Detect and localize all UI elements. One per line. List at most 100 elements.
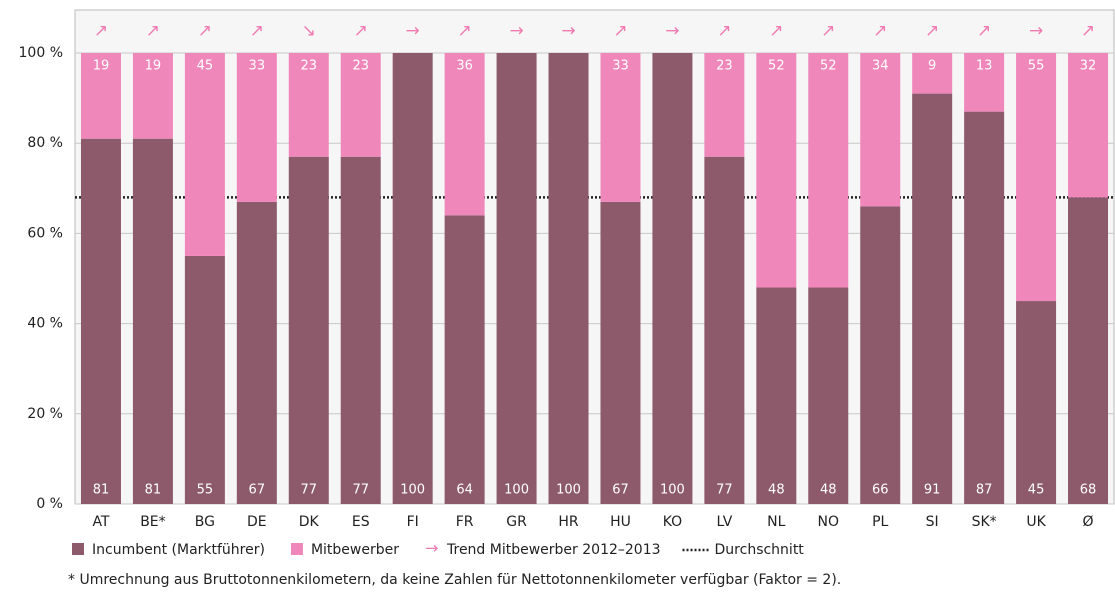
legend-label: Trend Mitbewerber 2012–2013 [446, 542, 661, 558]
x-tick-label: LV [716, 514, 732, 530]
trend-arrow: ↗ [613, 21, 627, 41]
trend-arrow: ↗ [198, 21, 212, 41]
bar-segment [860, 206, 901, 504]
bar-segment [288, 156, 329, 505]
bar-segment [496, 53, 537, 504]
value-label: 45 [1028, 483, 1045, 498]
value-label: 64 [456, 483, 473, 498]
x-tick-label: FR [456, 514, 474, 530]
x-tick-label: HU [610, 514, 631, 530]
value-label: 81 [93, 483, 110, 498]
value-label: 32 [1080, 59, 1097, 74]
bar-segment [704, 156, 745, 505]
value-label: 52 [820, 59, 837, 74]
value-label: 52 [768, 59, 785, 74]
bar-segment [132, 53, 173, 139]
value-label: 100 [504, 483, 529, 498]
x-tick-label: GR [506, 514, 527, 530]
value-label: 66 [872, 483, 889, 498]
x-tick-label: BE* [140, 514, 165, 530]
bar-segment [860, 53, 901, 207]
legend-label: Incumbent (Marktführer) [92, 542, 265, 558]
value-label: 33 [249, 59, 266, 74]
bar-segment [1068, 53, 1109, 198]
value-label: 19 [145, 59, 162, 74]
value-label: 77 [716, 483, 733, 498]
bar-segment [808, 287, 849, 504]
x-tick-label: SI [926, 514, 939, 530]
bar-segment [80, 138, 121, 504]
value-label: 23 [301, 59, 318, 74]
bar-segment [756, 53, 797, 288]
bar-segment [340, 156, 381, 505]
trend-arrow: ↗ [769, 21, 783, 41]
legend-swatch [72, 543, 84, 555]
value-label: 68 [1080, 483, 1097, 498]
bar-segment [340, 53, 381, 157]
bar-segment [652, 53, 693, 504]
value-label: 100 [556, 483, 581, 498]
trend-arrow: ↗ [94, 21, 108, 41]
value-label: 77 [352, 483, 369, 498]
x-tick-label: Ø [1083, 514, 1094, 530]
bar-segment [964, 111, 1005, 504]
bar-segment [288, 53, 329, 157]
value-label: 87 [976, 483, 993, 498]
bar-segment [444, 53, 485, 216]
trend-arrow: → [509, 21, 523, 41]
bar-segment [1068, 197, 1109, 504]
x-tick-label: NL [767, 514, 785, 530]
bar-segment [132, 138, 173, 504]
trend-arrow: ↗ [977, 21, 991, 41]
x-tick-label: DK [299, 514, 320, 530]
legend-label: Durchschnitt [715, 542, 805, 558]
y-tick-label: 0 % [36, 496, 63, 512]
x-tick-label: KO [663, 514, 682, 530]
x-tick-label: HR [558, 514, 579, 530]
value-label: 67 [249, 483, 266, 498]
trend-arrow: ↗ [354, 21, 368, 41]
bar-segment [704, 53, 745, 157]
y-tick-label: 80 % [27, 135, 63, 151]
value-label: 33 [612, 59, 629, 74]
y-tick-label: 60 % [27, 225, 63, 241]
trend-arrow: ↗ [146, 21, 160, 41]
bar-segment [392, 53, 433, 504]
value-label: 13 [976, 59, 993, 74]
trend-arrow: → [665, 21, 679, 41]
bar-segment [756, 287, 797, 504]
bar-segment [912, 93, 953, 504]
value-label: 19 [93, 59, 110, 74]
x-tick-label: BG [195, 514, 215, 530]
bar-segment [600, 201, 641, 504]
bar-segment [964, 53, 1005, 112]
bar-segment [600, 53, 641, 202]
value-label: 9 [928, 59, 936, 74]
y-tick-label: 100 % [19, 45, 63, 61]
value-label: 77 [301, 483, 318, 498]
value-label: 55 [197, 483, 214, 498]
value-label: 23 [716, 59, 733, 74]
bar-segment [236, 201, 277, 504]
x-tick-label: UK [1026, 514, 1046, 530]
bar-segment [1016, 53, 1057, 302]
trend-arrow: ↘ [302, 21, 316, 41]
legend-label: Mitbewerber [311, 542, 399, 558]
y-tick-label: 20 % [27, 406, 63, 422]
value-label: 67 [612, 483, 629, 498]
x-tick-label: FI [407, 514, 419, 530]
value-label: 91 [924, 483, 941, 498]
y-tick-label: 40 % [27, 316, 63, 332]
legend-trend-symbol: → [425, 539, 438, 558]
value-label: 100 [660, 483, 685, 498]
trend-arrow: ↗ [250, 21, 264, 41]
trend-arrow: ↗ [1081, 21, 1095, 41]
bar-segment [912, 53, 953, 94]
x-tick-label: PL [872, 514, 888, 530]
x-tick-label: SK* [972, 514, 997, 530]
bar-segment [444, 215, 485, 505]
plot-area [74, 9, 1115, 505]
bar-segment [236, 53, 277, 202]
value-label: 34 [872, 59, 889, 74]
